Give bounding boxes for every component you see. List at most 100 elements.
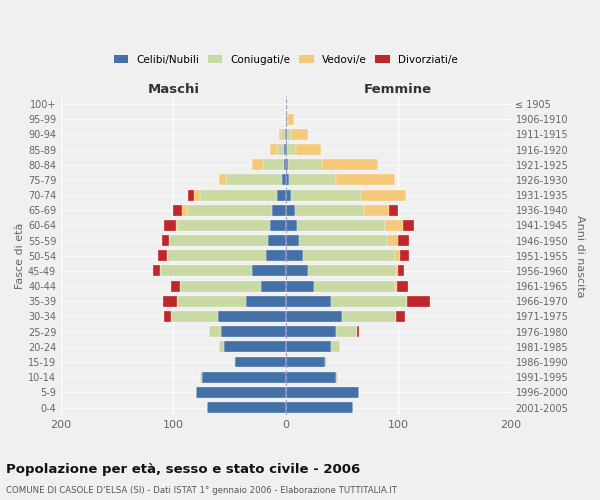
Bar <box>286 250 302 261</box>
Bar <box>226 174 283 186</box>
Bar <box>331 296 407 307</box>
Bar <box>220 342 224 352</box>
Bar <box>361 190 406 200</box>
Bar <box>325 356 328 368</box>
Bar <box>182 205 187 216</box>
Bar <box>295 205 364 216</box>
Bar <box>337 174 395 186</box>
Bar <box>171 311 218 322</box>
Bar <box>162 235 169 246</box>
Bar <box>277 144 284 155</box>
Bar <box>286 174 289 186</box>
Bar <box>164 220 176 231</box>
Bar <box>160 266 252 276</box>
Bar <box>286 372 337 382</box>
Bar <box>396 311 405 322</box>
Bar <box>286 190 292 200</box>
Bar <box>218 311 286 322</box>
Bar <box>331 342 340 352</box>
Bar <box>284 144 286 155</box>
Bar <box>235 356 286 368</box>
Bar <box>284 114 286 124</box>
Bar <box>286 387 359 398</box>
Bar <box>158 250 167 261</box>
Bar <box>171 280 180 291</box>
Bar <box>178 220 270 231</box>
Bar <box>286 311 342 322</box>
Bar <box>398 266 404 276</box>
Bar <box>337 372 338 382</box>
Bar <box>398 235 409 246</box>
Bar <box>209 326 221 337</box>
Bar <box>286 296 331 307</box>
Bar <box>287 129 292 140</box>
Text: Femmine: Femmine <box>364 82 432 96</box>
Bar <box>153 266 160 276</box>
Bar <box>337 326 356 337</box>
Bar <box>176 220 178 231</box>
Bar <box>180 280 261 291</box>
Bar <box>297 220 385 231</box>
Bar <box>407 296 430 307</box>
Bar <box>287 144 296 155</box>
Bar <box>270 144 277 155</box>
Bar <box>286 114 288 124</box>
Bar <box>173 205 182 216</box>
Bar <box>263 159 284 170</box>
Bar <box>302 250 395 261</box>
Bar <box>266 250 286 261</box>
Bar <box>270 220 286 231</box>
Bar <box>196 387 286 398</box>
Bar <box>281 129 284 140</box>
Legend: Celibi/Nubili, Coniugati/e, Vedovi/e, Divorziati/e: Celibi/Nubili, Coniugati/e, Vedovi/e, Di… <box>110 50 462 69</box>
Bar <box>400 250 409 261</box>
Bar <box>395 280 397 291</box>
Bar <box>396 266 398 276</box>
Bar <box>286 326 337 337</box>
Bar <box>268 235 286 246</box>
Bar <box>385 220 403 231</box>
Bar <box>286 220 297 231</box>
Bar <box>292 190 361 200</box>
Bar <box>286 356 325 368</box>
Y-axis label: Fasce di età: Fasce di età <box>15 222 25 289</box>
Bar <box>387 235 398 246</box>
Bar <box>234 356 235 368</box>
Bar <box>272 205 286 216</box>
Bar <box>397 280 409 291</box>
Bar <box>188 190 194 200</box>
Bar <box>187 205 272 216</box>
Bar <box>296 144 320 155</box>
Bar <box>356 326 359 337</box>
Bar <box>167 250 266 261</box>
Bar <box>314 280 395 291</box>
Bar <box>200 190 277 200</box>
Text: COMUNE DI CASOLE D'ELSA (SI) - Dati ISTAT 1° gennaio 2006 - Elaborazione TUTTITA: COMUNE DI CASOLE D'ELSA (SI) - Dati ISTA… <box>6 486 397 495</box>
Bar <box>252 266 286 276</box>
Bar <box>288 159 322 170</box>
Bar <box>286 280 314 291</box>
Bar <box>286 159 288 170</box>
Bar <box>289 174 337 186</box>
Bar <box>284 159 286 170</box>
Bar <box>299 235 387 246</box>
Bar <box>342 311 396 322</box>
Bar <box>252 159 263 170</box>
Bar <box>224 342 286 352</box>
Bar <box>169 235 268 246</box>
Bar <box>389 205 398 216</box>
Bar <box>261 280 286 291</box>
Bar <box>163 296 177 307</box>
Bar <box>292 129 308 140</box>
Bar <box>247 296 286 307</box>
Bar <box>286 266 308 276</box>
Bar <box>286 144 287 155</box>
Bar <box>220 174 226 186</box>
Bar <box>200 372 202 382</box>
Bar <box>286 402 353 413</box>
Bar <box>322 159 378 170</box>
Text: Maschi: Maschi <box>148 82 199 96</box>
Y-axis label: Anni di nascita: Anni di nascita <box>575 214 585 297</box>
Bar <box>286 342 331 352</box>
Text: Popolazione per età, sesso e stato civile - 2006: Popolazione per età, sesso e stato civil… <box>6 462 360 475</box>
